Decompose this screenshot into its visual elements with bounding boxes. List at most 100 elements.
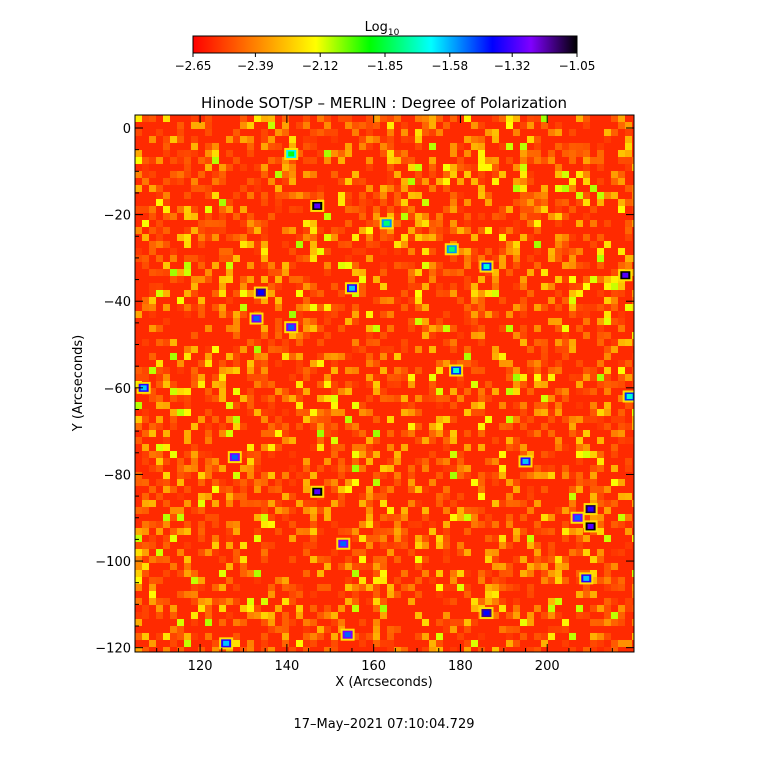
heatmap-cell — [499, 255, 506, 262]
heatmap-cell — [324, 262, 331, 269]
heatmap-cell — [170, 248, 177, 255]
heatmap-cell — [380, 150, 387, 157]
heatmap-cell — [492, 521, 499, 528]
heatmap-cell — [177, 507, 184, 514]
heatmap-cell — [296, 332, 303, 339]
heatmap-cell — [282, 507, 289, 514]
heatmap-cell — [338, 150, 345, 157]
heatmap-cell — [583, 150, 590, 157]
heatmap-cell — [576, 374, 583, 381]
heatmap-cell — [450, 227, 457, 234]
heatmap-cell — [359, 493, 366, 500]
heatmap-cell — [324, 507, 331, 514]
heatmap-cell — [485, 570, 492, 577]
heatmap-cell — [604, 367, 611, 374]
heatmap-cell — [177, 472, 184, 479]
heatmap-cell — [576, 605, 583, 612]
heatmap-cell — [562, 416, 569, 423]
heatmap-cell — [233, 360, 240, 367]
heatmap-cell — [191, 612, 198, 619]
heatmap-cell — [555, 248, 562, 255]
heatmap-cell — [513, 444, 520, 451]
heatmap-cell — [366, 122, 373, 129]
heatmap-cell — [163, 472, 170, 479]
heatmap-cell — [387, 143, 394, 150]
heatmap-cell — [352, 549, 359, 556]
heatmap-cell — [590, 206, 597, 213]
heatmap-cell — [254, 220, 261, 227]
heatmap-cell — [219, 248, 226, 255]
heatmap-cell — [506, 388, 513, 395]
heatmap-cell — [212, 150, 219, 157]
heatmap-cell — [429, 577, 436, 584]
heatmap-cell — [562, 339, 569, 346]
heatmap-cell — [506, 374, 513, 381]
heatmap-cell — [401, 199, 408, 206]
heatmap-cell — [576, 171, 583, 178]
heatmap-cell — [436, 360, 443, 367]
heatmap-cell — [478, 647, 485, 652]
heatmap-cell — [380, 143, 387, 150]
heatmap-cell — [345, 465, 352, 472]
heatmap-cell — [163, 598, 170, 605]
heatmap-cell — [436, 220, 443, 227]
heatmap-cell — [478, 570, 485, 577]
heatmap-cell — [450, 143, 457, 150]
heatmap-cell — [156, 416, 163, 423]
heatmap-cell — [142, 647, 149, 652]
heatmap-cell — [457, 619, 464, 626]
heatmap-cell — [268, 402, 275, 409]
heatmap-cell — [352, 451, 359, 458]
heatmap-cell — [548, 430, 555, 437]
heatmap-cell — [464, 444, 471, 451]
heatmap-cell — [450, 269, 457, 276]
heatmap-cell — [366, 500, 373, 507]
heatmap-cell — [471, 164, 478, 171]
heatmap-cell — [443, 437, 450, 444]
heatmap-cell — [205, 353, 212, 360]
heatmap-cell — [338, 619, 345, 626]
heatmap-cell — [534, 549, 541, 556]
heatmap-cell — [303, 619, 310, 626]
heatmap-cell — [618, 290, 625, 297]
heatmap-cell — [338, 591, 345, 598]
heatmap-cell — [562, 346, 569, 353]
heatmap-cell — [401, 185, 408, 192]
heatmap-cell — [499, 423, 506, 430]
heatmap-cell — [345, 598, 352, 605]
heatmap-cell — [611, 283, 618, 290]
heatmap-cell — [198, 381, 205, 388]
heatmap-cell — [583, 374, 590, 381]
heatmap-cell — [625, 423, 632, 430]
heatmap-cell — [576, 115, 583, 122]
heatmap-cell — [485, 157, 492, 164]
heatmap-cell — [604, 507, 611, 514]
heatmap-cell — [520, 332, 527, 339]
heatmap-cell — [324, 584, 331, 591]
heatmap-cell — [604, 486, 611, 493]
heatmap-cell — [632, 437, 634, 444]
heatmap-cell — [527, 584, 534, 591]
heatmap-cell — [247, 465, 254, 472]
heatmap-cell — [240, 241, 247, 248]
heatmap-cell — [331, 465, 338, 472]
heatmap-cell — [275, 332, 282, 339]
heatmap-cell — [485, 395, 492, 402]
heatmap-cell — [177, 297, 184, 304]
heatmap-cell — [317, 227, 324, 234]
heatmap-cell — [261, 500, 268, 507]
heatmap-cell — [240, 493, 247, 500]
heatmap-cell — [513, 437, 520, 444]
heatmap-cell — [142, 115, 149, 122]
heatmap-cell — [254, 360, 261, 367]
heatmap-cell — [387, 465, 394, 472]
heatmap-cell — [436, 115, 443, 122]
heatmap-cell — [548, 255, 555, 262]
heatmap-cell — [219, 430, 226, 437]
heatmap-cell — [352, 122, 359, 129]
heatmap-cell — [142, 304, 149, 311]
heatmap-cell — [415, 591, 422, 598]
heatmap-cell — [401, 528, 408, 535]
heatmap-cell — [268, 619, 275, 626]
heatmap-cell — [289, 178, 296, 185]
